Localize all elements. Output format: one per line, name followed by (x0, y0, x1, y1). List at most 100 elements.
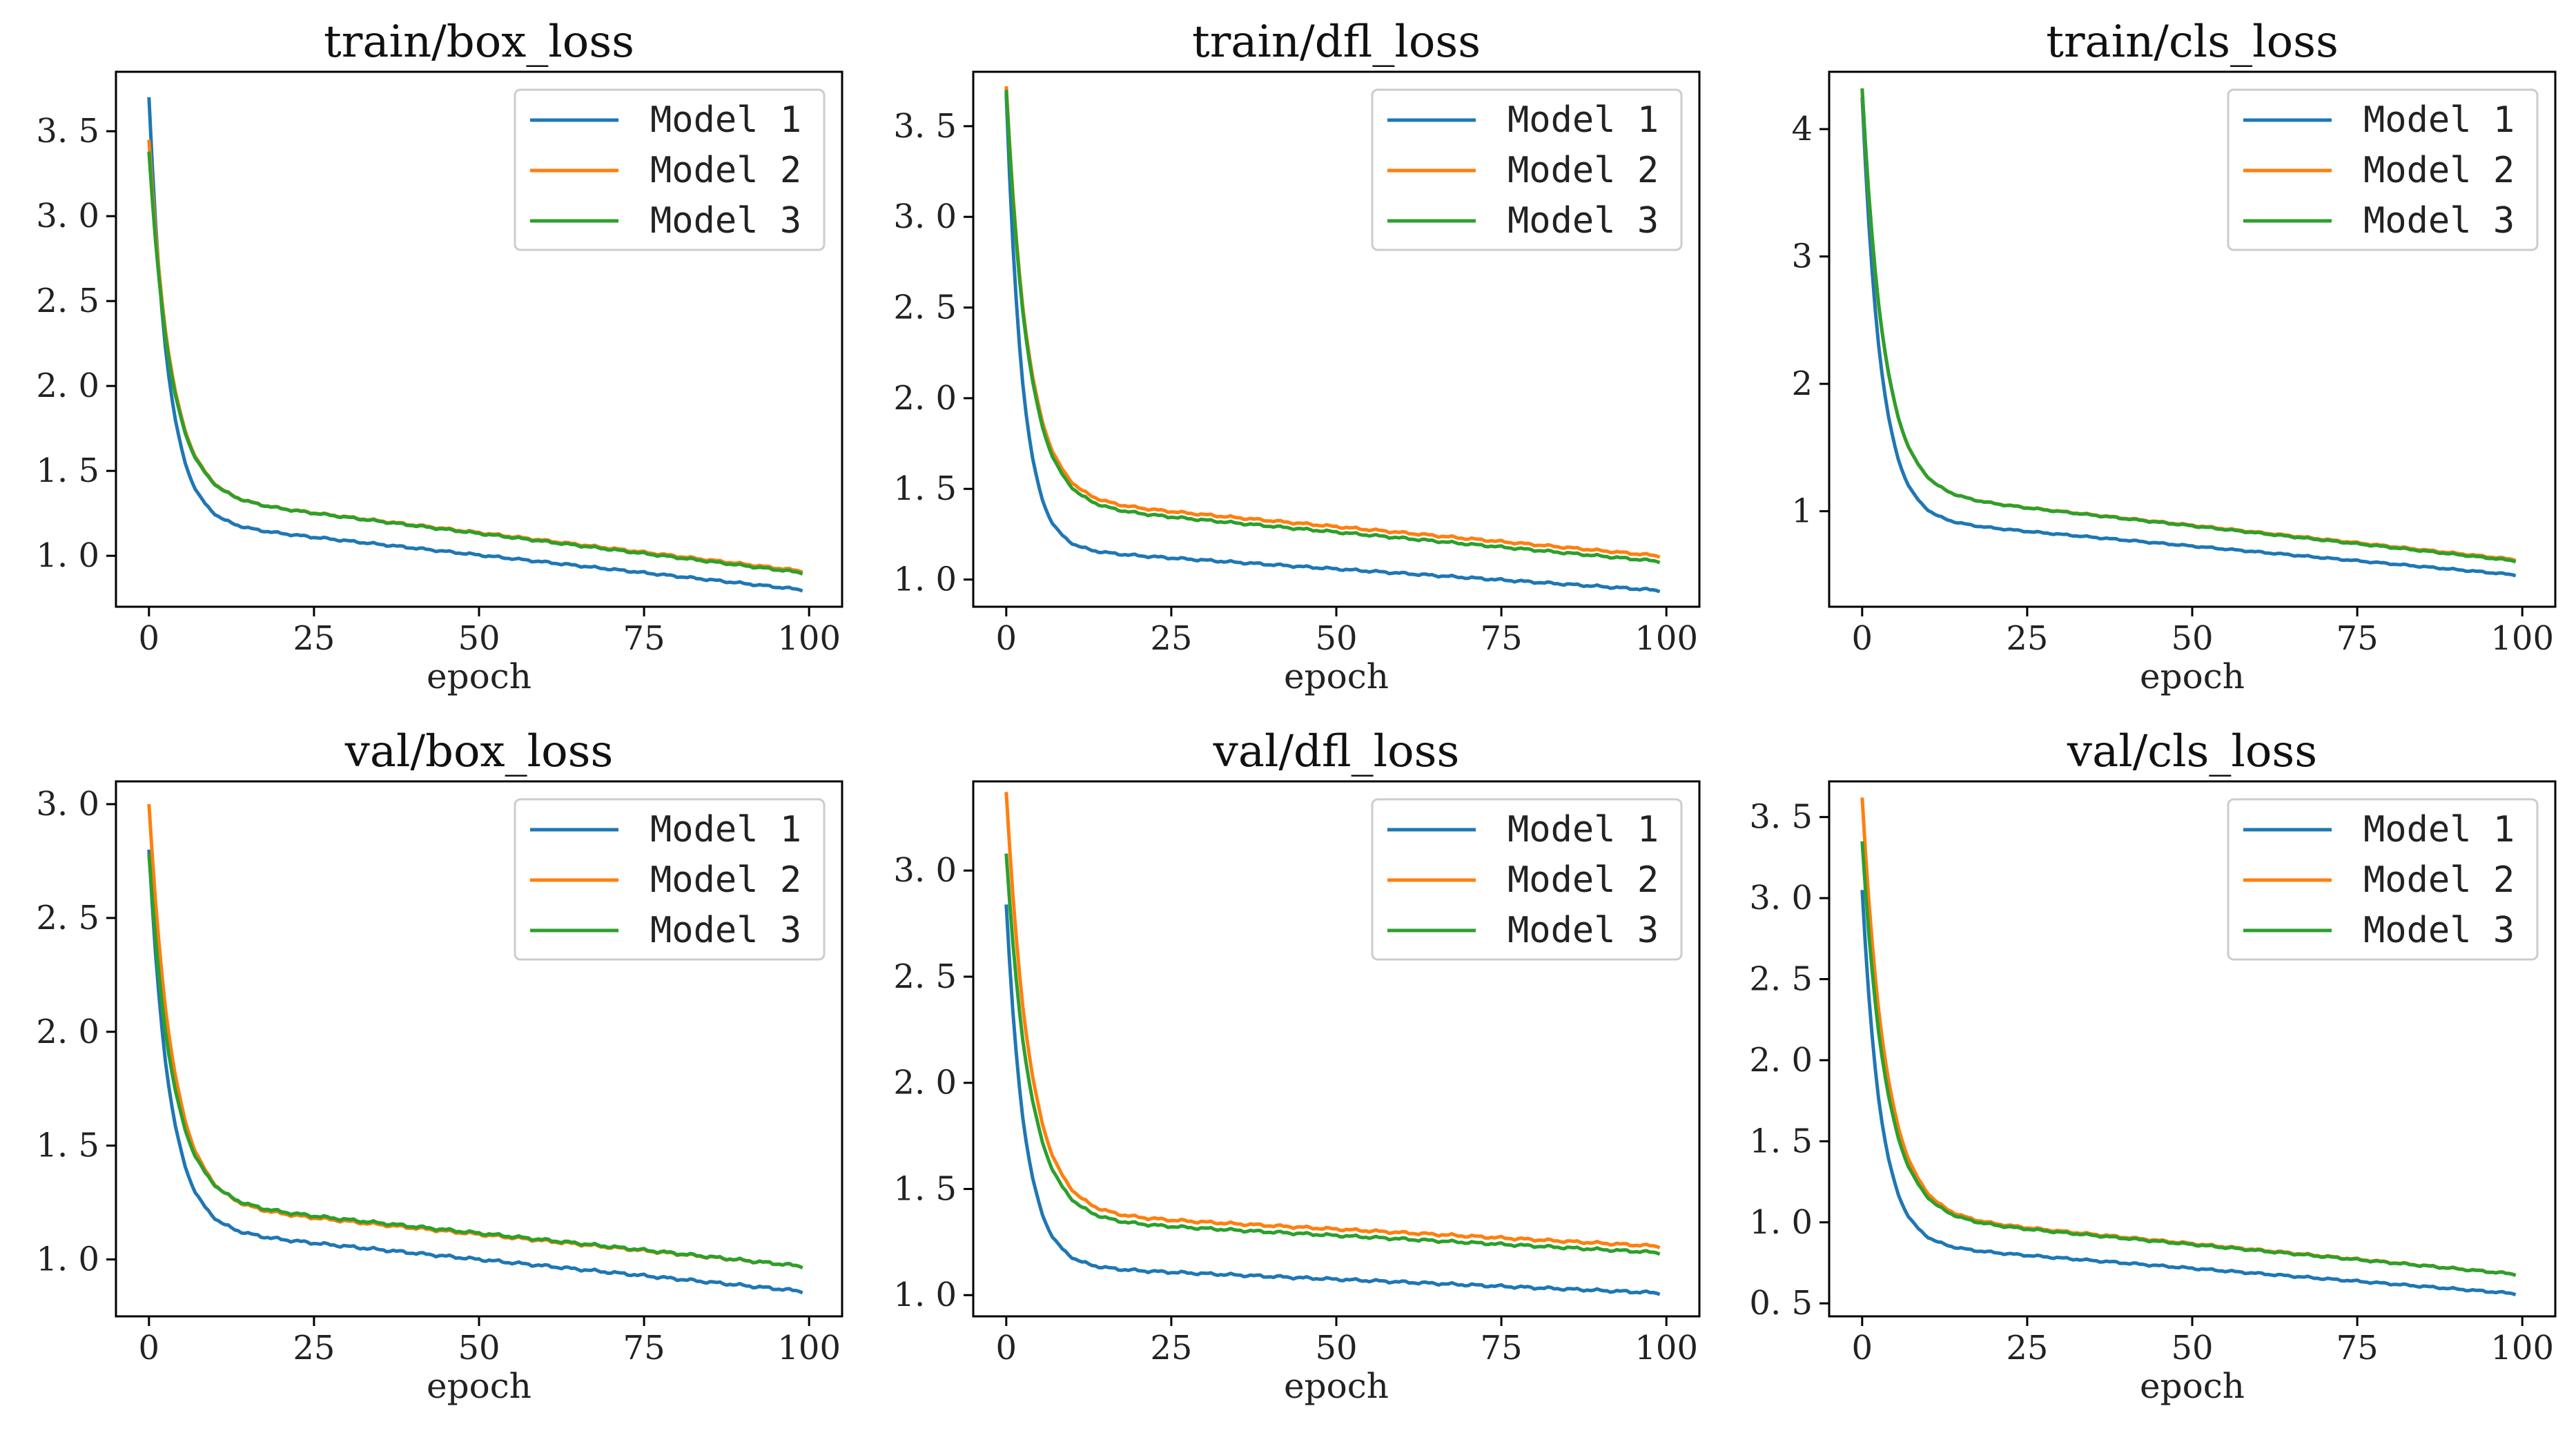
x-axis-label: epoch (2140, 1366, 2245, 1406)
x-tick-label: 100 (1635, 1329, 1698, 1367)
x-tick-label: 25 (2006, 1329, 2048, 1367)
legend-label-model-1: Model 1 (650, 809, 801, 850)
y-tick-label: 0. 5 (1749, 1284, 1813, 1323)
y-tick-label: 2. 0 (893, 379, 957, 418)
legend-label-model-3: Model 3 (650, 200, 801, 242)
x-tick-label: 0 (1852, 1329, 1873, 1367)
y-tick-label: 1. 5 (893, 469, 957, 508)
y-tick-label: 3. 0 (36, 785, 99, 823)
x-tick-label: 100 (777, 1329, 841, 1367)
legend-label-model-1: Model 1 (2363, 99, 2515, 141)
x-tick-label: 50 (458, 1329, 500, 1367)
y-tick-label: 3. 5 (893, 107, 957, 146)
legend: Model 1 Model 2 Model 3 (1371, 798, 1683, 961)
y-tick-label: 2. 5 (36, 282, 99, 320)
x-tick-label: 75 (623, 619, 665, 658)
series-line-model-1 (1860, 890, 2517, 1297)
legend-label-model-2: Model 2 (2363, 859, 2515, 901)
x-tick-label: 0 (996, 1329, 1017, 1367)
y-tick-label: 1. 5 (36, 451, 99, 490)
x-tick-label: 25 (2006, 619, 2048, 658)
x-tick-label: 75 (623, 1329, 665, 1367)
panel-title: train/dfl_loss (1192, 17, 1481, 68)
x-tick-label: 0 (139, 619, 160, 658)
y-tick-label: 2. 0 (36, 1013, 99, 1051)
legend-label-model-3: Model 3 (1507, 910, 1659, 951)
legend: Model 1 Model 2 Model 3 (514, 88, 826, 251)
y-tick-label: 3. 0 (893, 197, 957, 236)
legend-box (2227, 88, 2539, 251)
panel-title: val/box_loss (344, 726, 614, 777)
x-axis-label: epoch (2140, 656, 2245, 696)
x-tick-label: 100 (2490, 1329, 2554, 1367)
y-tick-label: 3. 5 (1749, 798, 1813, 837)
x-tick-label: 25 (293, 619, 335, 658)
legend-label-model-2: Model 2 (650, 150, 801, 191)
series-line-model-3 (1004, 853, 1661, 1256)
series-line-model-1 (147, 97, 803, 593)
x-axis-label: epoch (427, 656, 531, 696)
x-tick-label: 50 (1315, 619, 1357, 658)
series-line-model-1 (1860, 97, 2517, 578)
legend: Model 1 Model 2 Model 3 (1371, 88, 1683, 251)
y-tick-label: 3. 0 (36, 197, 99, 235)
y-tick-label: 1. 0 (36, 1240, 99, 1279)
panel-title: val/cls_loss (2067, 726, 2317, 777)
legend-box (514, 798, 826, 961)
panel-title: train/box_loss (324, 17, 634, 68)
panel-title: val/dfl_loss (1213, 726, 1460, 777)
x-axis-label: epoch (1284, 1366, 1389, 1406)
x-tick-label: 50 (2171, 619, 2213, 658)
y-tick-label: 2. 0 (1749, 1041, 1813, 1080)
series-line-model-2 (1004, 86, 1661, 559)
y-tick-label: 1. 0 (893, 560, 957, 599)
x-axis-label: epoch (427, 1366, 531, 1406)
x-tick-label: 0 (996, 619, 1017, 658)
x-tick-label: 75 (2336, 619, 2379, 658)
legend: Model 1 Model 2 Model 3 (2227, 798, 2539, 961)
panel-title: train/cls_loss (2046, 17, 2339, 68)
legend: Model 1 Model 2 Model 3 (2227, 88, 2539, 251)
x-tick-label: 75 (1481, 1329, 1523, 1367)
panel-train-box_loss: train/box_loss 0 25 50 75 100 1. 0 1. 5 2. 0 2. 5… (36, 17, 843, 696)
x-tick-label: 100 (777, 619, 841, 658)
panel-val-box_loss: val/box_loss 0 25 50 75 100 1. 0 1. 5 2. 0 2. 5 3.… (36, 726, 843, 1406)
series-line-model-1 (1004, 904, 1661, 1296)
panel-val-cls_loss: val/cls_loss 0 25 50 75 100 0. 5 1. 0 1. 5 2. 0 2.… (1749, 726, 2557, 1406)
legend-label-model-1: Model 1 (1507, 99, 1659, 141)
legend-label-model-2: Model 2 (650, 859, 801, 901)
x-tick-label: 50 (1315, 1329, 1357, 1367)
legend: Model 1 Model 2 Model 3 (514, 798, 826, 961)
y-tick-label: 2. 5 (1749, 960, 1813, 999)
series-line-model-3 (1860, 88, 2517, 564)
x-tick-label: 25 (1150, 619, 1192, 658)
x-tick-label: 0 (1852, 619, 1873, 658)
x-tick-label: 25 (293, 1329, 335, 1367)
series-line-model-3 (147, 151, 803, 576)
x-tick-label: 75 (1481, 619, 1523, 658)
series-line-model-3 (1004, 90, 1661, 565)
y-tick-label: 2. 5 (893, 957, 957, 996)
x-tick-label: 50 (458, 619, 500, 658)
y-tick-label: 1. 0 (1749, 1203, 1813, 1242)
x-tick-label: 0 (139, 1329, 160, 1367)
y-tick-label: 3. 5 (36, 112, 99, 150)
series-line-model-1 (147, 849, 803, 1295)
series-line-model-2 (1004, 792, 1661, 1249)
legend-label-model-2: Model 2 (1507, 150, 1659, 191)
y-tick-label: 4 (1791, 110, 1813, 148)
legend-label-model-3: Model 3 (2363, 200, 2515, 242)
x-tick-label: 50 (2171, 1329, 2213, 1367)
legend-box (1371, 88, 1683, 251)
y-tick-label: 1. 5 (36, 1127, 99, 1165)
panel-train-dfl_loss: train/dfl_loss 0 25 50 75 100 1. 0 1. 5 2. 0 2. 5… (893, 17, 1701, 696)
x-axis-label: epoch (1284, 656, 1389, 696)
legend-label-model-3: Model 3 (650, 910, 801, 951)
y-tick-label: 2. 0 (893, 1064, 957, 1102)
y-tick-label: 2. 5 (36, 899, 99, 937)
x-tick-label: 25 (1150, 1329, 1192, 1367)
legend-label-model-2: Model 2 (2363, 150, 2515, 191)
y-tick-label: 2. 5 (893, 289, 957, 327)
y-tick-label: 3 (1791, 237, 1813, 276)
